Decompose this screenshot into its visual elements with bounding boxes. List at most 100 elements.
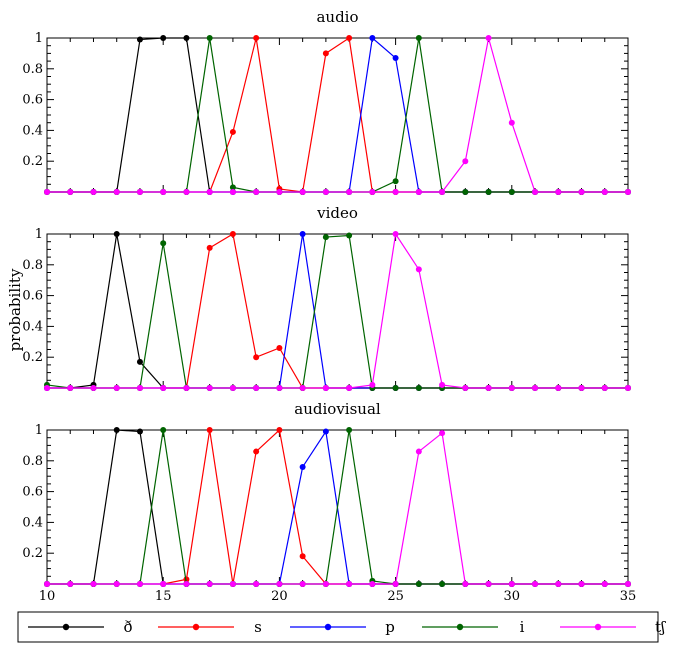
legend-item-s: s <box>158 618 262 636</box>
panel-video-point-i <box>346 232 353 239</box>
panel-audiovisual-point-eth <box>113 427 120 433</box>
legend-swatch-marker <box>192 623 200 631</box>
panel-video-point-s <box>276 344 283 351</box>
panel-audiovisual-point-p <box>299 463 306 470</box>
panel-video-series-eth <box>44 231 631 391</box>
panel-audio-point-tsh <box>90 189 97 195</box>
panel-video-point-tsh <box>276 385 283 391</box>
panel-video-line-eth <box>47 233 628 389</box>
panel-video-series-p <box>44 231 631 391</box>
legend-label: ð <box>123 618 132 636</box>
panel-audio-point-s <box>229 128 236 135</box>
panel-audiovisual-xtick-label: 35 <box>620 589 637 604</box>
legend-label: s <box>254 618 262 636</box>
panel-audiovisual-point-tsh <box>485 581 492 587</box>
panel-audio-point-tsh <box>601 189 608 195</box>
panel-audiovisual-point-i <box>415 581 422 587</box>
panel-audiovisual-point-tsh <box>276 581 283 587</box>
panel-audiovisual-point-s <box>253 448 260 455</box>
panel-audiovisual-point-tsh <box>578 581 585 587</box>
panel-audio-point-tsh <box>392 189 399 195</box>
panel-audiovisual-point-tsh <box>299 581 306 587</box>
panel-audiovisual-point-tsh <box>90 581 97 587</box>
panel-video-point-tsh <box>392 231 399 237</box>
panel-video-point-tsh <box>485 385 492 391</box>
panel-video-point-s <box>206 244 213 251</box>
panel-video-point-p <box>299 231 306 237</box>
panel-video-point-tsh <box>160 385 167 391</box>
panel-video-point-tsh <box>229 385 236 391</box>
panel-audio-point-eth <box>136 36 143 43</box>
panel-video-point-tsh <box>299 385 306 391</box>
panel-video-point-tsh <box>508 385 515 391</box>
panel-video-point-tsh <box>578 385 585 391</box>
panel-video-point-i <box>160 240 167 247</box>
panel-audio-ytick-label: 0.6 <box>22 93 43 108</box>
panel-video-series-i <box>44 232 631 391</box>
panel-video-point-tsh <box>462 385 469 391</box>
panel-video-point-tsh <box>44 385 50 391</box>
panel-audiovisual-xtick-label: 10 <box>39 589 56 604</box>
panel-audio-line-eth <box>47 37 628 193</box>
panel-audiovisual-point-tsh <box>322 581 329 587</box>
panel-audiovisual-ytick-label: 0.6 <box>22 485 43 500</box>
panel-audiovisual-point-tsh <box>113 581 120 587</box>
panel-audio-series-i <box>44 35 631 195</box>
panel-audiovisual-point-tsh <box>160 581 167 587</box>
panel-video-point-tsh <box>90 385 97 391</box>
panel-video-point-tsh <box>415 266 422 273</box>
panel-audiovisual-series-i <box>44 427 631 587</box>
panel-audiovisual-point-p <box>322 428 329 435</box>
panel-video-point-i <box>392 385 399 391</box>
panel-audio-line-p <box>47 36 628 193</box>
panel-video-series-tsh <box>44 231 631 391</box>
panel-audiovisual-series-tsh <box>44 430 631 587</box>
panel-video-line-tsh <box>47 232 628 389</box>
panel-audiovisual-point-tsh <box>392 581 399 587</box>
panel-audio-line-i <box>47 37 628 193</box>
panel-audiovisual-point-tsh <box>601 581 608 587</box>
panel-audiovisual-point-tsh <box>555 581 562 587</box>
panel-audiovisual-xtick-label: 20 <box>271 589 288 604</box>
panel-video-point-s <box>253 354 260 361</box>
panel-audiovisual-point-tsh <box>369 581 376 587</box>
panel-audiovisual-ytick-label: 0.2 <box>22 546 43 561</box>
panel-audio-ytick-label: 0.2 <box>22 154 43 169</box>
panel-video-point-tsh <box>253 385 260 391</box>
panel-audio-point-i <box>206 35 213 41</box>
panel-video-ytick-label: 0.6 <box>22 289 43 304</box>
panel-audio: audio 0.2 0.4 0.6 0.8 1 <box>22 8 631 195</box>
legend-swatch-marker <box>594 623 602 631</box>
panel-audiovisual-line-tsh <box>47 431 628 585</box>
panel-audio-point-i <box>462 189 469 195</box>
panel-video-point-tsh <box>67 385 74 391</box>
panel-video-line-i <box>46 234 628 389</box>
panel-video-point-i <box>322 234 329 241</box>
panel-audiovisual-point-tsh <box>532 581 539 587</box>
panel-video-point-tsh <box>322 385 329 391</box>
panel-video-series-s <box>44 231 631 391</box>
panel-audio-ytick-label: 0.8 <box>22 62 43 77</box>
panel-audiovisual-point-s <box>276 427 283 433</box>
panel-audiovisual-point-i <box>346 427 353 433</box>
legend-item-i: i <box>422 618 525 636</box>
panel-video-frame <box>46 233 629 389</box>
panel-audiovisual-point-s <box>206 427 213 433</box>
panel-audio-ytick-label: 0.4 <box>22 123 43 138</box>
panel-audiovisual-point-tsh <box>67 581 74 587</box>
panel-audio-point-tsh <box>299 189 306 195</box>
panel-audiovisual-ytick-label: 0.4 <box>22 515 43 530</box>
panel-audiovisual-point-tsh <box>415 448 422 455</box>
panel-video-point-tsh <box>369 381 376 388</box>
panel-audiovisual-point-tsh <box>136 581 143 587</box>
panel-audiovisual-point-tsh <box>253 581 260 587</box>
panel-video-point-tsh <box>113 385 120 391</box>
legend-swatch-marker <box>324 623 332 631</box>
panel-audiovisual: audiovisual 10 15 20 25 30 35 0.2 0.4 0.6 0.8 1 <box>22 400 636 604</box>
panel-audio-series-s <box>44 35 631 195</box>
panel-audio-point-tsh <box>439 189 446 195</box>
panel-audio-point-tsh <box>555 189 562 195</box>
panel-audio-line-tsh <box>47 37 628 193</box>
panel-video-line-p <box>47 233 628 389</box>
panel-audio-point-tsh <box>276 189 283 195</box>
